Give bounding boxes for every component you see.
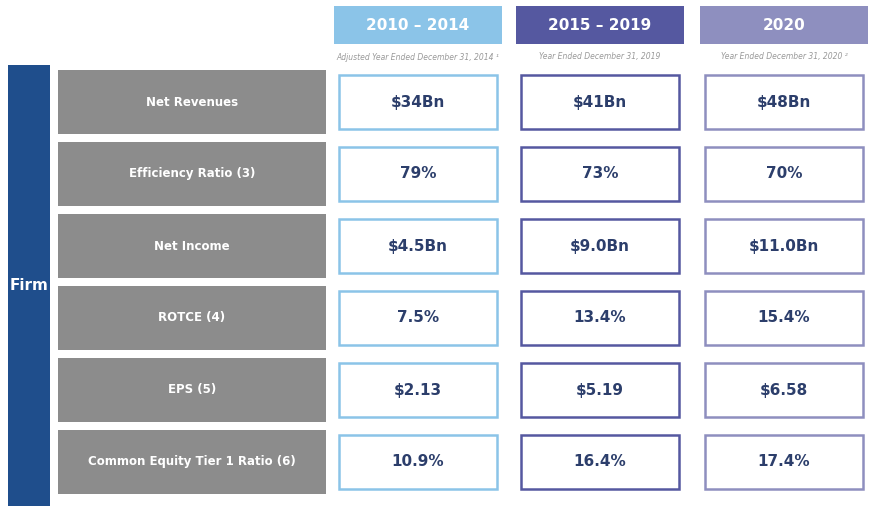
Bar xyxy=(339,219,497,273)
Bar xyxy=(339,291,497,345)
Text: Efficiency Ratio (3): Efficiency Ratio (3) xyxy=(129,168,255,180)
Text: $6.58: $6.58 xyxy=(760,382,808,397)
Bar xyxy=(516,6,684,44)
Bar xyxy=(705,219,863,273)
Text: EPS (5): EPS (5) xyxy=(168,383,216,396)
Text: $2.13: $2.13 xyxy=(394,382,442,397)
Text: Year Ended December 31, 2019: Year Ended December 31, 2019 xyxy=(539,52,661,62)
Bar xyxy=(705,75,863,129)
Text: 70%: 70% xyxy=(766,167,803,181)
Bar xyxy=(58,430,326,494)
Bar xyxy=(521,435,679,489)
Bar xyxy=(521,219,679,273)
Text: Net Revenues: Net Revenues xyxy=(146,96,238,108)
Text: 73%: 73% xyxy=(581,167,618,181)
Text: $11.0Bn: $11.0Bn xyxy=(749,238,819,253)
Text: 7.5%: 7.5% xyxy=(397,310,439,325)
Bar xyxy=(705,363,863,417)
Bar xyxy=(58,70,326,134)
Bar xyxy=(339,435,497,489)
Text: 10.9%: 10.9% xyxy=(392,454,444,469)
Bar xyxy=(8,65,50,506)
Text: $4.5Bn: $4.5Bn xyxy=(388,238,448,253)
Bar xyxy=(705,291,863,345)
Bar xyxy=(339,363,497,417)
Bar xyxy=(339,75,497,129)
Bar xyxy=(521,291,679,345)
Bar xyxy=(58,142,326,206)
Bar xyxy=(705,435,863,489)
Bar xyxy=(58,214,326,278)
Text: 79%: 79% xyxy=(400,167,436,181)
Text: 2010 – 2014: 2010 – 2014 xyxy=(366,17,470,32)
Text: $9.0Bn: $9.0Bn xyxy=(570,238,630,253)
Text: 2015 – 2019: 2015 – 2019 xyxy=(548,17,652,32)
Bar xyxy=(334,6,502,44)
Text: Common Equity Tier 1 Ratio (6): Common Equity Tier 1 Ratio (6) xyxy=(88,455,296,468)
Text: 17.4%: 17.4% xyxy=(758,454,811,469)
Bar xyxy=(521,363,679,417)
Bar xyxy=(705,147,863,201)
Text: 15.4%: 15.4% xyxy=(758,310,811,325)
Text: Year Ended December 31, 2020 ²: Year Ended December 31, 2020 ² xyxy=(721,52,848,62)
Text: $41Bn: $41Bn xyxy=(573,95,627,109)
Text: Net Income: Net Income xyxy=(154,240,230,252)
Text: ROTCE (4): ROTCE (4) xyxy=(159,311,226,324)
Bar xyxy=(339,147,497,201)
Text: $5.19: $5.19 xyxy=(576,382,624,397)
Text: $48Bn: $48Bn xyxy=(757,95,811,109)
Text: 13.4%: 13.4% xyxy=(574,310,626,325)
Text: 2020: 2020 xyxy=(763,17,805,32)
Bar xyxy=(521,75,679,129)
Text: 16.4%: 16.4% xyxy=(574,454,626,469)
Bar xyxy=(700,6,868,44)
Bar xyxy=(58,286,326,350)
Bar xyxy=(58,358,326,422)
Bar xyxy=(521,147,679,201)
Text: Firm: Firm xyxy=(10,278,48,293)
Text: $34Bn: $34Bn xyxy=(391,95,445,109)
Text: Adjusted Year Ended December 31, 2014 ¹: Adjusted Year Ended December 31, 2014 ¹ xyxy=(337,52,500,62)
